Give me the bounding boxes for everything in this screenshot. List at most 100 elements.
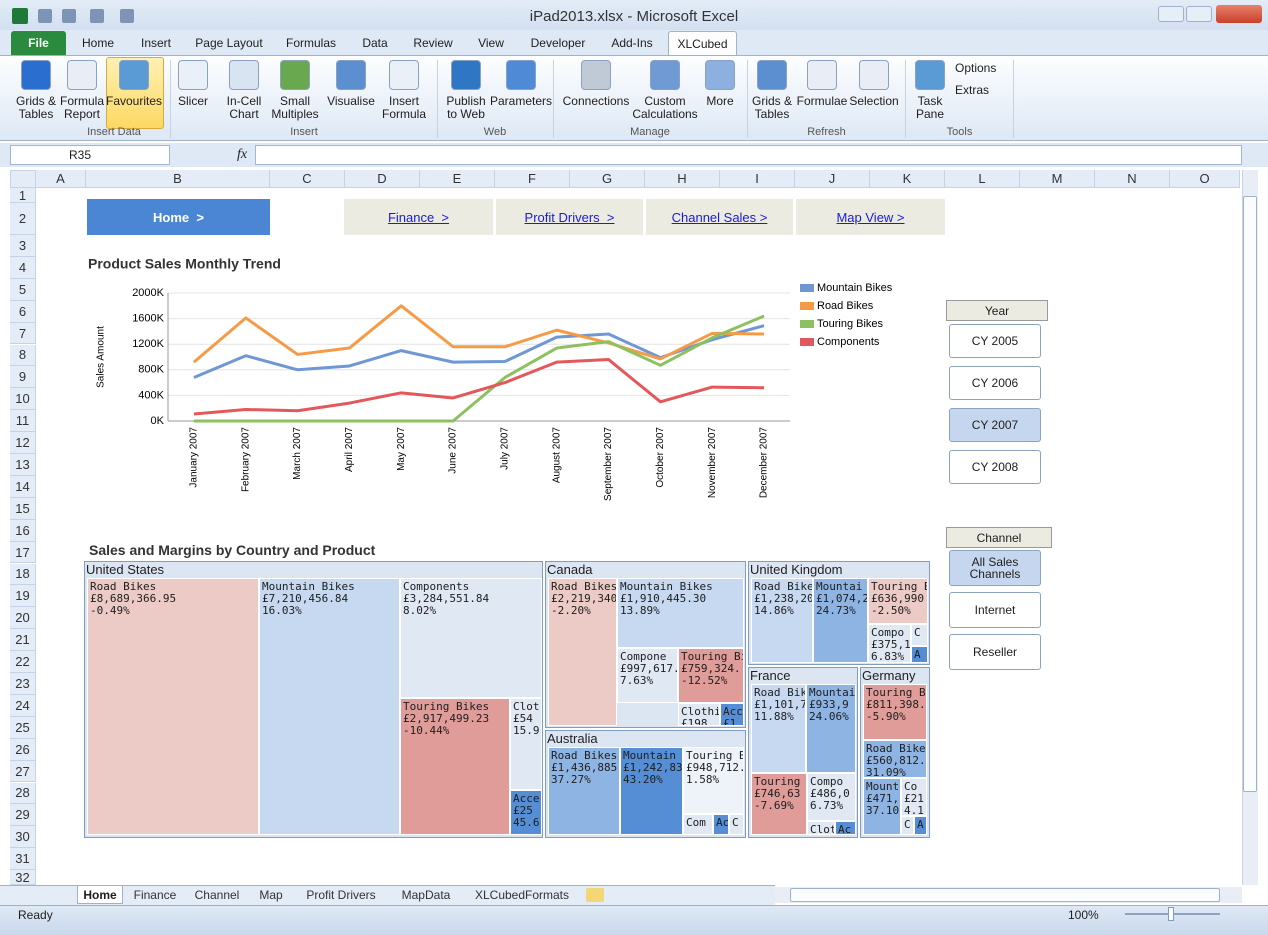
- treemap-cell[interactable]: Acc £1: [720, 703, 744, 726]
- slicer-item[interactable]: CY 2008: [949, 450, 1041, 484]
- treemap-cell[interactable]: Mountai £1,074,2 24.73%: [813, 578, 868, 663]
- treemap-cell[interactable]: Co £21 4.1: [901, 778, 927, 816]
- slicer-item[interactable]: CY 2006: [949, 366, 1041, 400]
- treemap-cell[interactable]: Ac: [713, 814, 729, 835]
- sheet-tab[interactable]: Channel: [194, 888, 240, 902]
- zoom-level[interactable]: 100%: [1068, 908, 1099, 922]
- nav-button[interactable]: Finance >: [344, 199, 493, 235]
- close-button[interactable]: [1216, 5, 1262, 23]
- ribbon-tab[interactable]: Data: [362, 36, 388, 50]
- treemap-cell[interactable]: Touring Bi£636,990-2.50%: [868, 578, 928, 624]
- horizontal-scroll-thumb[interactable]: [790, 888, 1220, 902]
- treemap-cell[interactable]: Mountain £1,242,83 43.20%: [620, 747, 683, 835]
- ribbon-button[interactable]: Publish to Web: [446, 94, 486, 121]
- slicer-item[interactable]: Internet: [949, 592, 1041, 628]
- slicer-item[interactable]: Reseller: [949, 634, 1041, 670]
- sheet-tab[interactable]: XLCubedFormats: [474, 888, 570, 902]
- ribbon-button[interactable]: Formulae: [796, 94, 848, 108]
- slicer-item[interactable]: All Sales Channels: [949, 550, 1041, 586]
- ribbon-button[interactable]: Task Pane: [915, 94, 945, 121]
- treemap-cell[interactable]: Mountain Bikes £1,910,445.30 13.89%: [617, 578, 744, 648]
- ribbon-tab[interactable]: Add-Ins: [611, 36, 653, 50]
- quick-access-icon[interactable]: [120, 9, 134, 23]
- sheet-tab[interactable]: Finance: [133, 888, 177, 902]
- treemap-cell[interactable]: Touring Bikes £2,917,499.23 -10.44%: [400, 698, 510, 835]
- ribbon-tab[interactable]: Page Layout: [195, 36, 263, 50]
- ribbon-tab[interactable]: Review: [413, 36, 453, 50]
- treemap-cell[interactable]: C: [729, 814, 744, 835]
- treemap-cell[interactable]: Compo £375,1 6.83%: [868, 624, 911, 663]
- ribbon-button[interactable]: Favourites: [105, 94, 163, 108]
- ribbon-small-button[interactable]: Options: [955, 61, 997, 75]
- treemap-cell[interactable]: Compo £486,0 6.73%: [807, 773, 856, 821]
- ribbon-button[interactable]: Grids & Tables: [15, 94, 56, 121]
- treemap-cell[interactable]: Compone £997,617. 7.63%: [617, 648, 678, 703]
- ribbon-button[interactable]: Formula Report: [59, 94, 104, 121]
- vertical-scroll-thumb[interactable]: [1243, 196, 1257, 792]
- sheet-tab[interactable]: Home: [77, 886, 123, 904]
- ribbon-tab[interactable]: XLCubed: [668, 31, 737, 55]
- treemap-cell[interactable]: Touring Bi£948,712.1.58%: [683, 747, 744, 814]
- treemap-cell[interactable]: Road Bikes £2,219,340 -2.20%: [548, 578, 617, 726]
- ribbon-button[interactable]: Grids & Tables: [751, 94, 792, 121]
- sheet-tab[interactable]: MapData: [401, 888, 451, 902]
- ribbon-button[interactable]: In-Cell Chart: [226, 94, 262, 121]
- nav-button[interactable]: Map View >: [796, 199, 945, 235]
- sheet-tab[interactable]: Profit Drivers: [306, 888, 376, 902]
- treemap-cell[interactable]: Touring B£746,63-7.69%: [751, 773, 807, 835]
- treemap-cell[interactable]: C: [911, 624, 928, 646]
- treemap-cell[interactable]: Acce £25 45.6: [510, 790, 542, 835]
- ribbon-tab[interactable]: Developer: [530, 36, 586, 50]
- treemap-cell[interactable]: Road Bike £1,238,20 14.86%: [751, 578, 813, 663]
- treemap-cell[interactable]: Road Bikes £1,436,885. 37.27%: [548, 747, 620, 835]
- ribbon-button[interactable]: Small Multiples: [271, 94, 319, 121]
- name-box[interactable]: R35: [10, 145, 170, 165]
- treemap-cell[interactable]: Road Bik £1,101,7 11.88%: [751, 684, 806, 773]
- ribbon-tab[interactable]: Home: [81, 36, 114, 50]
- maximize-button[interactable]: [1186, 6, 1212, 22]
- ribbon-button[interactable]: Parameters: [489, 94, 553, 108]
- nav-button[interactable]: Profit Drivers >: [496, 199, 643, 235]
- formula-input[interactable]: [255, 145, 1242, 165]
- insert-sheet-tab[interactable]: [586, 888, 604, 902]
- treemap-cell[interactable]: Clot: [807, 821, 835, 835]
- zoom-thumb[interactable]: [1168, 907, 1174, 921]
- treemap-cell[interactable]: Ac: [835, 821, 856, 835]
- ribbon-button[interactable]: Visualise: [327, 94, 375, 108]
- ribbon-button[interactable]: Custom Calculations: [632, 94, 698, 121]
- quick-access-icon[interactable]: [90, 9, 104, 23]
- minimize-button[interactable]: [1158, 6, 1184, 22]
- treemap-cell[interactable]: Mount £471, 37.10: [863, 778, 901, 835]
- treemap-cell[interactable]: A: [914, 816, 927, 835]
- sheet-tab[interactable]: Map: [259, 888, 283, 902]
- treemap-cell[interactable]: Touring Bi £811,398. -5.90%: [863, 684, 927, 740]
- ribbon-tab[interactable]: File: [11, 31, 66, 55]
- ribbon-small-button[interactable]: Extras: [955, 83, 990, 97]
- treemap-cell[interactable]: Touring Bi £759,324. -12.52%: [678, 648, 744, 703]
- nav-button[interactable]: Home >: [87, 199, 270, 235]
- treemap-cell[interactable]: Mountai £933,9 24.06%: [806, 684, 856, 773]
- treemap-cell[interactable]: Components £3,284,551.84 8.02%: [400, 578, 542, 698]
- treemap-cell[interactable]: Clothi £198: [678, 703, 720, 726]
- ribbon-tab[interactable]: Insert: [140, 36, 171, 50]
- treemap-cell[interactable]: Com: [683, 814, 713, 835]
- ribbon-tab[interactable]: View: [478, 36, 504, 50]
- slicer-item[interactable]: CY 2007: [949, 408, 1041, 442]
- nav-button[interactable]: Channel Sales >: [646, 199, 793, 235]
- quick-access-icon[interactable]: [38, 9, 52, 23]
- quick-access-icon[interactable]: [62, 9, 76, 23]
- treemap-cell[interactable]: Mountain Bikes £7,210,456.84 16.03%: [259, 578, 400, 835]
- treemap-cell[interactable]: Road Bikes £8,689,366.95 -0.49%: [87, 578, 259, 835]
- treemap-cell[interactable]: Road Bike £560,812. 31.09%: [863, 740, 927, 778]
- slicer-item[interactable]: CY 2005: [949, 324, 1041, 358]
- ribbon-button[interactable]: Selection: [849, 94, 899, 108]
- treemap-cell[interactable]: Clot £54 15.9: [510, 698, 542, 790]
- ribbon-button[interactable]: Slicer: [177, 94, 208, 108]
- ribbon-button[interactable]: More: [706, 94, 734, 108]
- ribbon-button[interactable]: Connections: [562, 94, 630, 108]
- treemap-cell[interactable]: C: [901, 816, 914, 835]
- ribbon-button[interactable]: Insert Formula: [381, 94, 426, 121]
- formula-label[interactable]: fx: [236, 147, 248, 162]
- treemap-cell[interactable]: A: [911, 646, 928, 663]
- ribbon-tab[interactable]: Formulas: [285, 36, 336, 50]
